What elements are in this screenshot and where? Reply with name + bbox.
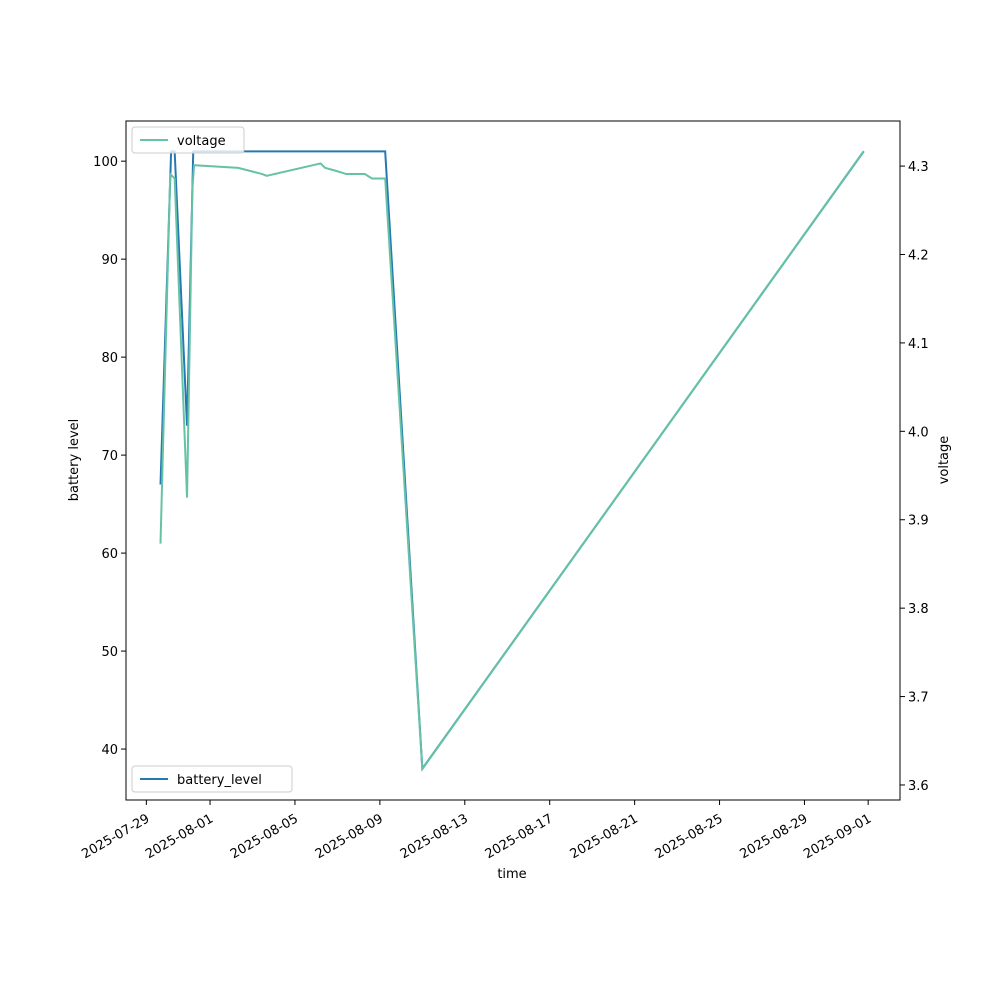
y2-tick-label: 3.6 xyxy=(908,779,929,794)
series-line xyxy=(159,150,865,772)
plot-frame xyxy=(125,120,901,801)
series-line xyxy=(159,150,865,772)
y2-tick-label: 4.1 xyxy=(908,337,929,352)
y2-tick-label: 4.2 xyxy=(908,249,929,264)
legend: voltage xyxy=(131,126,245,154)
x-tick-label: 2025-08-29 xyxy=(738,811,811,862)
y-axis-label: battery level xyxy=(67,419,82,502)
legend-box xyxy=(131,126,245,154)
x-axis-label: time xyxy=(497,867,526,882)
y-tick-label: 100 xyxy=(93,155,118,170)
legend-label: battery_level xyxy=(177,773,262,788)
legend-label: voltage xyxy=(177,134,226,149)
y2-tick-label: 3.7 xyxy=(908,691,929,706)
x-tick-label: 2025-08-13 xyxy=(398,811,471,862)
y2-tick-label: 4.0 xyxy=(908,425,929,440)
x-tick-label: 2025-08-09 xyxy=(313,811,386,862)
legend: battery_level xyxy=(131,765,293,793)
y-tick-label: 80 xyxy=(101,351,118,366)
x-tick-label: 2025-08-21 xyxy=(568,811,641,862)
y-tick-label: 50 xyxy=(101,645,118,660)
y-tick-label: 60 xyxy=(101,547,118,562)
x-tick-label: 2025-07-29 xyxy=(79,811,152,862)
legend-box xyxy=(131,765,293,793)
y2-tick-label: 3.8 xyxy=(908,602,929,617)
y2-axis-label: voltage xyxy=(937,436,952,485)
x-tick-label: 2025-08-17 xyxy=(483,811,556,862)
x-tick-label: 2025-08-25 xyxy=(653,811,726,862)
x-tick-label: 2025-08-05 xyxy=(228,811,301,862)
x-tick-label: 2025-08-01 xyxy=(143,811,216,862)
y2-tick-label: 3.9 xyxy=(908,514,929,529)
x-tick-label: 2025-09-01 xyxy=(801,811,874,862)
y2-tick-label: 4.3 xyxy=(908,160,929,175)
y-tick-label: 40 xyxy=(101,743,118,758)
y-tick-label: 70 xyxy=(101,449,118,464)
y-tick-label: 90 xyxy=(101,253,118,268)
